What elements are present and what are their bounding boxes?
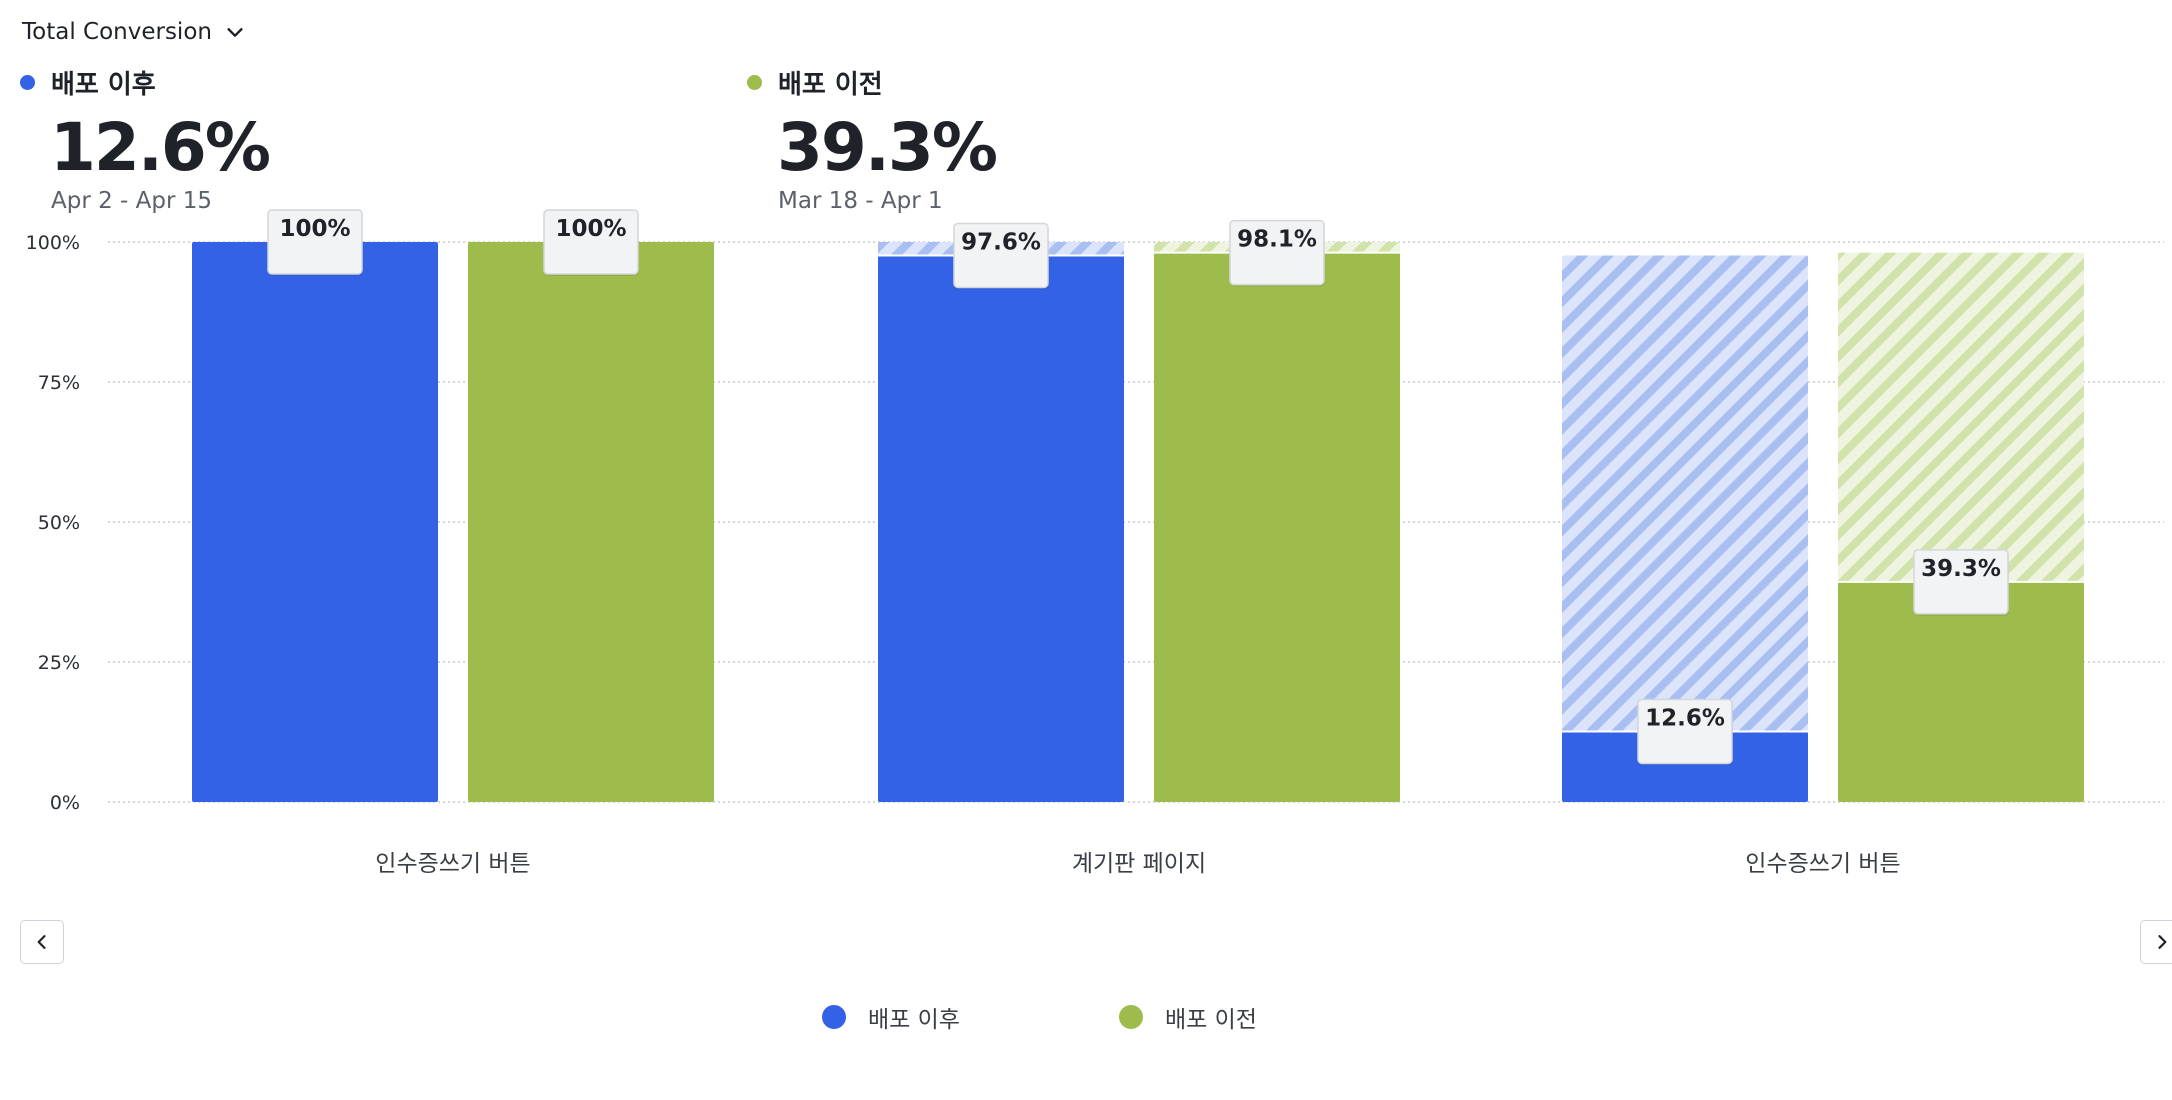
conversion-bar[interactable] bbox=[1154, 252, 1400, 802]
data-label: 100% bbox=[555, 216, 626, 242]
dropoff-bar[interactable] bbox=[1562, 255, 1808, 732]
y-tick-label: 100% bbox=[26, 232, 80, 254]
x-category-label: 인수증쓰기 버튼 bbox=[1745, 851, 1900, 877]
data-label-box bbox=[1229, 219, 1325, 286]
conversion-bar[interactable] bbox=[1838, 581, 2084, 802]
data-label-box bbox=[267, 209, 363, 275]
legend-item-before[interactable]: 배포 이전 bbox=[1119, 1000, 1257, 1034]
summary-before: 배포 이전 39.3% Mar 18 - Apr 1 bbox=[747, 60, 998, 216]
chevron-right-icon bbox=[2158, 935, 2167, 949]
data-label: 98.1% bbox=[1237, 227, 1317, 253]
conversion-bar[interactable] bbox=[878, 255, 1124, 802]
chevron-down-icon bbox=[227, 28, 243, 37]
legend-dot-after bbox=[822, 1005, 846, 1029]
data-label: 100% bbox=[279, 216, 350, 242]
series-dot-before bbox=[747, 74, 762, 90]
data-label-box bbox=[953, 222, 1049, 289]
summary-after-range: Apr 2 - Apr 15 bbox=[51, 188, 213, 214]
dropoff-bar[interactable] bbox=[1838, 252, 2084, 582]
conversion-bar[interactable] bbox=[468, 242, 714, 802]
y-tick-label: 25% bbox=[38, 652, 80, 674]
summary-after-value: 12.6% bbox=[50, 109, 271, 186]
summary-after: 배포 이후 12.6% Apr 2 - Apr 15 bbox=[20, 60, 271, 216]
data-label: 12.6% bbox=[1645, 705, 1725, 731]
data-label-box bbox=[1913, 549, 2009, 615]
prev-page-button[interactable] bbox=[20, 920, 64, 964]
legend-item-after[interactable]: 배포 이후 bbox=[822, 1000, 960, 1034]
x-category-label: 계기판 페이지 bbox=[1072, 851, 1206, 877]
summary-before-value: 39.3% bbox=[777, 109, 998, 186]
funnel-bar-chart: 0% 25% 50% 75% 100% 인수증쓰기 버튼 계기판 페이지 인수증쓰기 버튼 1… bbox=[26, 209, 2164, 877]
y-tick-label: 50% bbox=[38, 512, 80, 534]
summary-before-range: Mar 18 - Apr 1 bbox=[778, 188, 943, 214]
legend-label-after: 배포 이후 bbox=[868, 1007, 960, 1033]
conversion-bar[interactable] bbox=[1562, 731, 1808, 802]
data-label: 39.3% bbox=[1921, 556, 2001, 582]
legend-label-before: 배포 이전 bbox=[1165, 1007, 1257, 1033]
data-label: 97.6% bbox=[961, 229, 1041, 255]
y-tick-label: 0% bbox=[50, 792, 80, 814]
legend-dot-before bbox=[1119, 1005, 1143, 1029]
x-category-label: 인수증쓰기 버튼 bbox=[375, 851, 530, 877]
next-page-button[interactable] bbox=[2140, 920, 2172, 964]
metric-dropdown[interactable]: Total Conversion bbox=[22, 14, 246, 50]
data-label-box bbox=[1637, 698, 1733, 765]
data-label-box bbox=[543, 209, 639, 275]
metric-dropdown-label: Total Conversion bbox=[22, 19, 212, 45]
conversion-bar[interactable] bbox=[192, 242, 438, 802]
summary-after-label: 배포 이후 bbox=[51, 69, 156, 100]
series-dot-after bbox=[20, 74, 35, 90]
y-tick-label: 75% bbox=[38, 372, 80, 394]
chevron-left-icon bbox=[37, 935, 46, 949]
summary-before-label: 배포 이전 bbox=[778, 69, 883, 100]
